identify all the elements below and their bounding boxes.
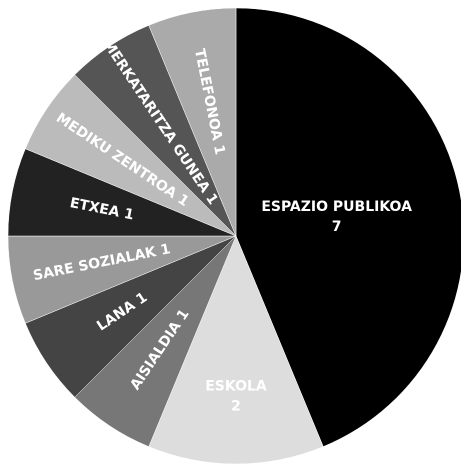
- pie-slice: [235, 7, 461, 447]
- slice-label-value: 1: [210, 144, 228, 157]
- pie-slice: [148, 7, 237, 237]
- slice-value: 7: [332, 219, 342, 235]
- slice-label-value: 1: [123, 206, 136, 224]
- slice-value: 2: [231, 399, 241, 415]
- slice-label-value: 1: [159, 241, 172, 259]
- slice-label: ESPAZIO PUBLIKOA: [261, 199, 412, 215]
- pie-slice: [148, 235, 324, 465]
- slice-label: ESKOLA: [205, 379, 267, 395]
